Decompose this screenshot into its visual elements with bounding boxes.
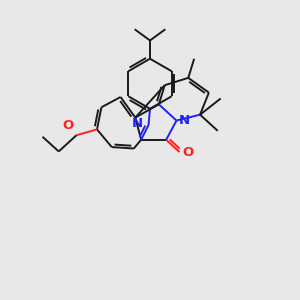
Text: N: N (132, 117, 143, 130)
Text: O: O (62, 119, 74, 132)
Text: O: O (182, 146, 194, 159)
Text: N: N (179, 114, 190, 127)
